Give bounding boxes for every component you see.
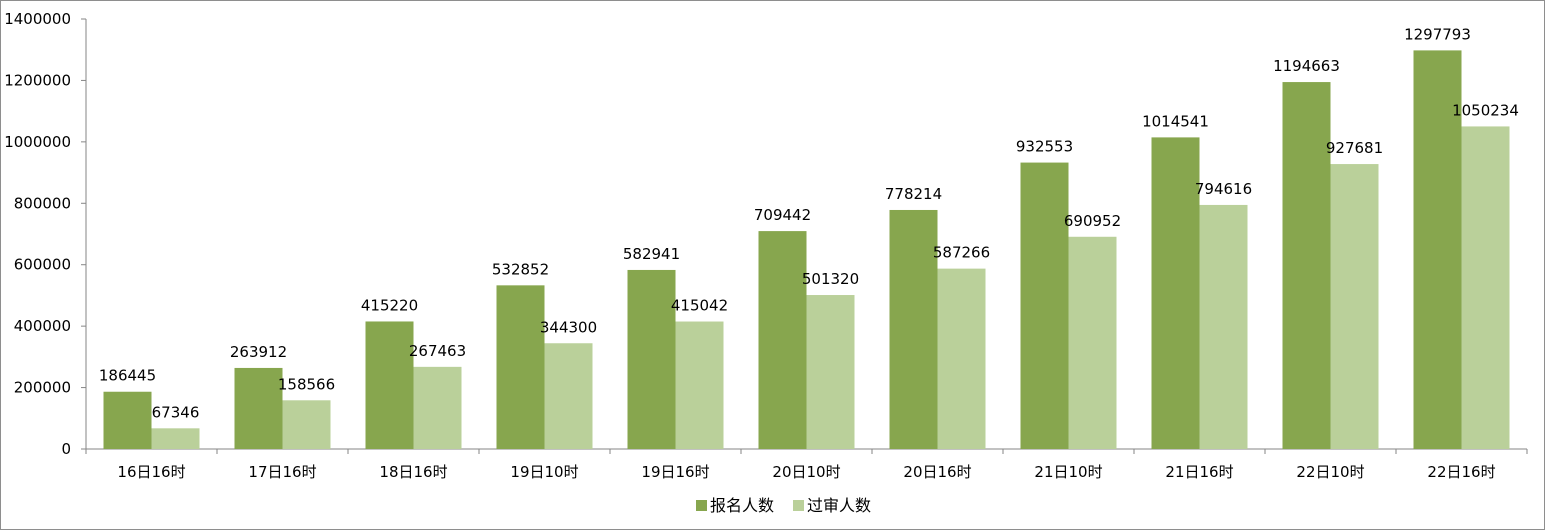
data-label: 1014541 — [1142, 112, 1209, 130]
data-label: 690952 — [1064, 212, 1121, 230]
legend-swatch — [696, 500, 707, 511]
x-tick-label: 20日16时 — [903, 463, 971, 481]
bar-approved — [1330, 164, 1379, 450]
x-tick-label: 22日10时 — [1296, 463, 1364, 481]
x-tick-label: 20日10时 — [772, 463, 840, 481]
data-label: 587266 — [933, 244, 990, 262]
y-tick-label: 600000 — [14, 256, 71, 274]
data-label: 532852 — [492, 260, 549, 278]
bars — [103, 50, 1510, 450]
legend: 报名人数 过审人数 — [696, 496, 871, 515]
data-labels: 186445 67346 263912 158566 415220 267463 53285… — [99, 25, 1519, 421]
bar-registered — [889, 209, 938, 449]
bar-registered — [1020, 162, 1069, 450]
bar-approved — [413, 366, 462, 449]
y-tick-label: 200000 — [14, 379, 71, 397]
bar-registered — [234, 367, 283, 449]
data-label: 1297793 — [1404, 25, 1471, 43]
x-tick-label: 19日10时 — [510, 463, 578, 481]
data-label: 267463 — [409, 342, 466, 360]
data-label: 186445 — [99, 367, 156, 385]
bar-approved — [151, 428, 200, 449]
x-tick-label: 21日16时 — [1165, 463, 1233, 481]
data-label: 794616 — [1195, 180, 1252, 198]
bar-approved — [675, 321, 724, 449]
x-tick-label: 22日16时 — [1427, 463, 1495, 481]
x-tick-label: 16日16时 — [117, 463, 185, 481]
data-label: 263912 — [230, 343, 287, 361]
x-tick-label: 17日16时 — [248, 463, 316, 481]
x-tick-label: 21日10时 — [1034, 463, 1102, 481]
data-label: 778214 — [885, 185, 942, 203]
bar-registered — [103, 391, 152, 449]
bar-approved — [544, 343, 593, 449]
data-label: 158566 — [278, 375, 335, 393]
data-label: 709442 — [754, 206, 811, 224]
y-tick-label: 1000000 — [4, 133, 71, 151]
data-label: 1194663 — [1273, 57, 1340, 75]
data-label: 932553 — [1016, 138, 1073, 156]
y-tick-label: 0 — [61, 440, 71, 458]
bar-registered — [1413, 50, 1462, 449]
bar-registered — [365, 321, 414, 449]
y-tick-label: 400000 — [14, 317, 71, 335]
bar-approved — [282, 400, 331, 449]
bar-registered — [1151, 137, 1200, 449]
bar-registered — [758, 231, 807, 449]
data-label: 501320 — [802, 270, 859, 288]
legend-label: 报名人数 — [710, 496, 774, 515]
bar-registered — [496, 285, 545, 449]
legend-swatch — [793, 500, 804, 511]
legend-label: 过审人数 — [807, 496, 871, 515]
y-tick-label: 800000 — [14, 194, 71, 212]
bar-approved — [1461, 126, 1510, 449]
data-label: 1050234 — [1452, 101, 1519, 119]
bar-registered — [627, 269, 676, 449]
bar-approved — [937, 268, 986, 449]
bar-approved — [806, 295, 855, 449]
data-label: 582941 — [623, 245, 680, 263]
data-label: 415220 — [361, 296, 418, 314]
data-label: 415042 — [671, 297, 728, 315]
y-tick-label: 1400000 — [4, 10, 71, 28]
axes: 0 200000 400000 600000 800000 1000000 1200000 1… — [4, 10, 1528, 481]
data-label: 344300 — [540, 318, 597, 336]
x-tick-label: 18日16时 — [379, 463, 447, 481]
x-tick-label: 19日16时 — [641, 463, 709, 481]
data-label: 927681 — [1326, 139, 1383, 157]
bar-approved — [1199, 204, 1248, 449]
data-label: 67346 — [152, 403, 200, 421]
y-tick-label: 1200000 — [4, 71, 71, 89]
bar-approved — [1068, 236, 1117, 449]
bar-registered — [1282, 82, 1331, 449]
